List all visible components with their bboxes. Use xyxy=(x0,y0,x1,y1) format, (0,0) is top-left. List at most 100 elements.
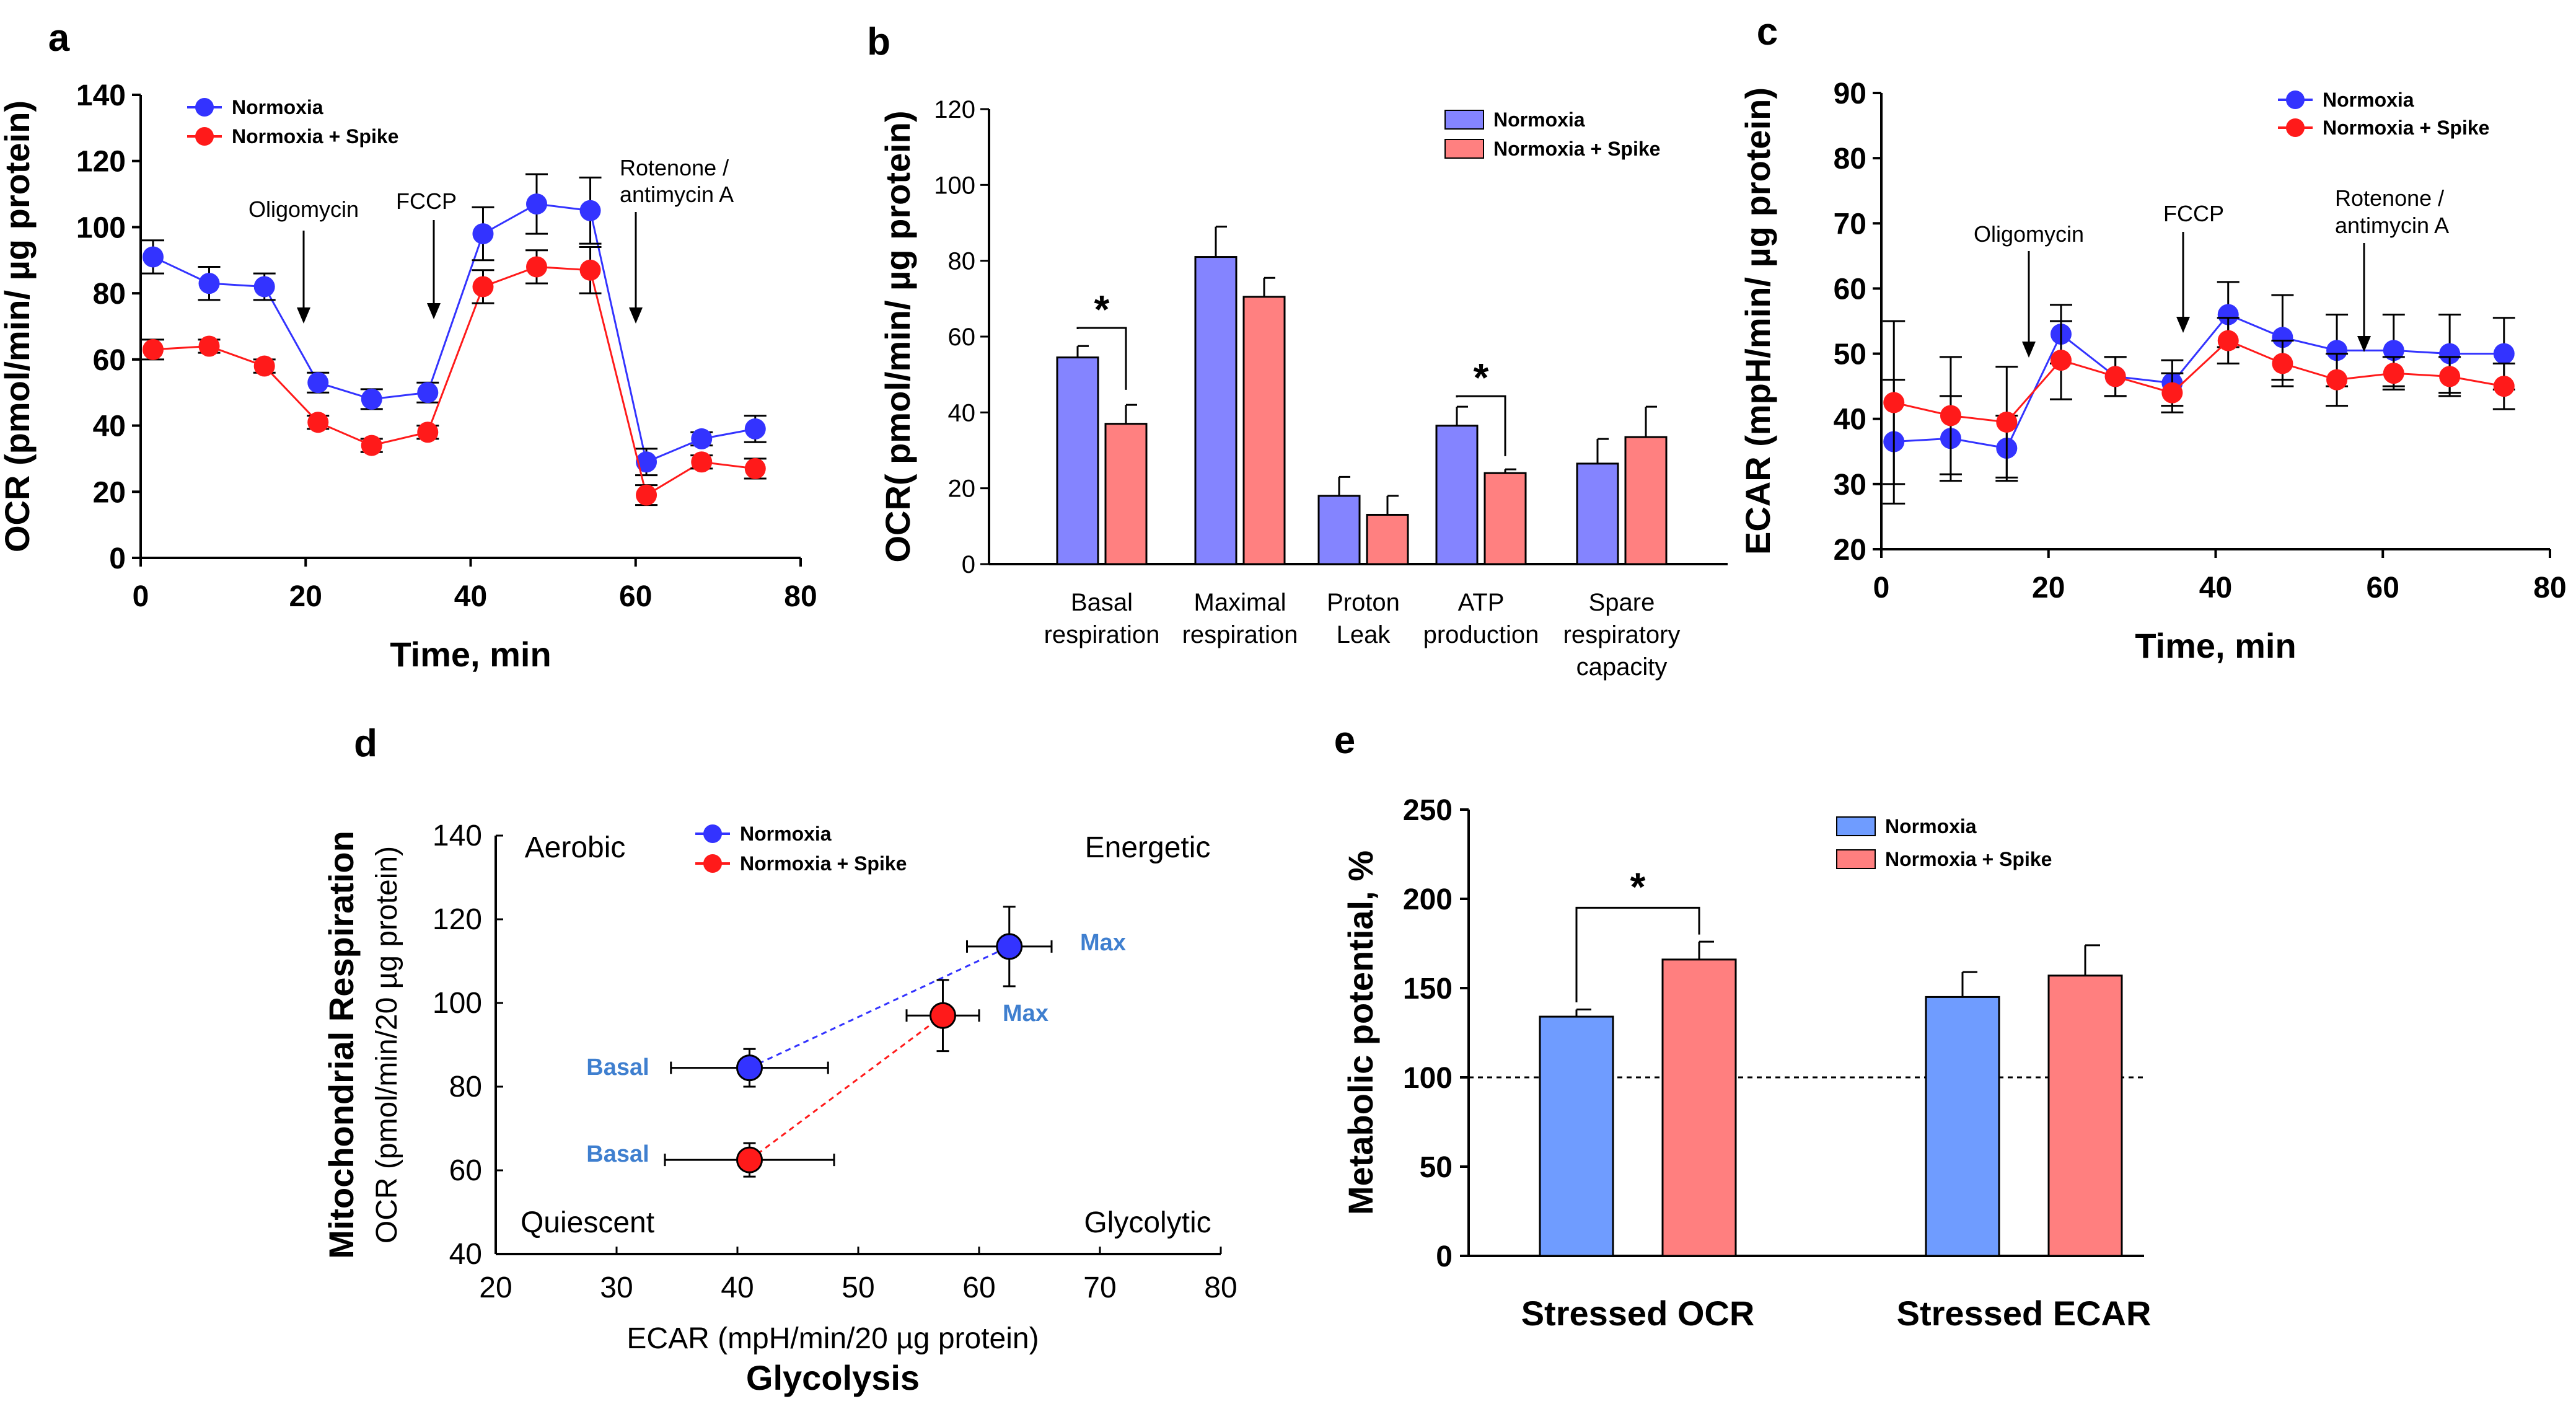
panel-letter: a xyxy=(48,17,70,60)
panel-letter: e xyxy=(1334,719,1355,762)
category-label: Stressed ECAR xyxy=(1897,1294,2152,1333)
y-tick-label: 80 xyxy=(1834,143,1866,175)
y-tick-label: 200 xyxy=(1403,883,1453,916)
y-axis-title: OCR( pmol/min/ µg protein) xyxy=(878,110,917,562)
data-point xyxy=(636,484,657,506)
panel-d: d 20 30 40 50 60 70 80 40 60 80 100 120 140 ECAR (mpH/… xyxy=(322,722,1237,1397)
bar xyxy=(1624,436,1668,565)
data-point xyxy=(142,246,164,268)
y-tick-label: 60 xyxy=(1834,273,1866,306)
x-tick-label: 0 xyxy=(1873,572,1890,604)
data-point xyxy=(2217,304,2239,325)
arrow-fccp-head xyxy=(427,303,441,319)
x-tick-label: 40 xyxy=(2199,572,2232,604)
y-tick-label: 40 xyxy=(948,399,976,426)
y-tick-label: 100 xyxy=(76,211,126,244)
category-label: Proton xyxy=(1327,589,1400,616)
legend-marker xyxy=(2286,118,2305,137)
legend-marker xyxy=(195,127,214,146)
data-point xyxy=(1883,392,1905,413)
series-line xyxy=(1893,339,2505,423)
category-label: Maximal xyxy=(1194,589,1286,616)
arrow-oligomycin-head xyxy=(2022,342,2036,358)
legend-marker xyxy=(195,98,214,117)
data-point xyxy=(736,1146,763,1173)
x-tick-label: 80 xyxy=(1204,1271,1237,1304)
data-point xyxy=(2161,382,2183,404)
x-tick-label: 50 xyxy=(842,1271,874,1304)
data-point xyxy=(579,259,601,281)
data-point xyxy=(736,1054,763,1082)
y-tick-label: 140 xyxy=(433,819,482,852)
data-point xyxy=(2326,369,2348,391)
annotation-oligomycin: Oligomycin xyxy=(1974,221,2084,247)
bar xyxy=(1539,1015,1614,1257)
data-point xyxy=(1940,405,1961,426)
arrow-oligomycin-head xyxy=(297,307,310,324)
data-point xyxy=(472,223,494,245)
legend-marker xyxy=(703,824,722,843)
bar xyxy=(1484,472,1527,565)
bar xyxy=(1194,256,1237,565)
data-point xyxy=(2050,350,2072,371)
significance-bracket xyxy=(1456,395,1506,456)
y-tick-label: 50 xyxy=(1834,338,1866,371)
x-tick-label: 40 xyxy=(721,1271,754,1304)
y-tick-label: 60 xyxy=(449,1154,482,1187)
y-tick-label: 40 xyxy=(93,410,126,443)
y-tick-label: 20 xyxy=(948,475,976,503)
y-tick-label: 0 xyxy=(962,551,975,578)
category-label: Stressed OCR xyxy=(1521,1294,1755,1333)
annotation-antimycin: antimycin A xyxy=(2335,213,2449,238)
y-tick-label: 140 xyxy=(76,79,126,112)
category-label: Spare xyxy=(1589,589,1655,616)
x-tick-label: 80 xyxy=(2533,572,2566,604)
legend-marker xyxy=(703,854,722,873)
x-tick-label: 60 xyxy=(2367,572,2399,604)
bar xyxy=(1576,462,1619,565)
series-line xyxy=(152,265,755,497)
data-point xyxy=(253,276,275,298)
legend-label: Normoxia xyxy=(1493,108,1585,131)
data-point xyxy=(2383,340,2404,361)
category-label: capacity xyxy=(1576,653,1668,681)
category-label: respiration xyxy=(1044,621,1160,648)
data-point xyxy=(691,451,713,473)
annotation-rotenone: Rotenone / xyxy=(620,155,729,180)
data-point xyxy=(2217,330,2239,351)
x-tick-label: 60 xyxy=(619,580,652,613)
y-axis-title: Metabolic potential, % xyxy=(1341,850,1380,1215)
x-tick-label: 0 xyxy=(133,580,149,613)
y-axis-title: ECAR (mpH/min/ µg protein) xyxy=(1738,87,1777,555)
x-tick-label: 20 xyxy=(2032,572,2065,604)
bar xyxy=(1317,495,1361,565)
data-point xyxy=(307,412,329,433)
legend-label: Normoxia xyxy=(740,823,832,845)
bar xyxy=(1056,356,1099,565)
legend-label: Normoxia + Spike xyxy=(740,852,907,875)
data-point xyxy=(2383,363,2404,384)
data-point xyxy=(2439,366,2461,387)
bar xyxy=(1925,996,2000,1257)
series-line xyxy=(152,203,756,464)
data-point xyxy=(2104,366,2126,387)
legend-swatch xyxy=(1836,849,1876,869)
bar xyxy=(1366,513,1409,565)
x-axis-subtitle: Glycolysis xyxy=(746,1358,920,1397)
category-label: Basal xyxy=(1071,589,1133,616)
category-label: respiratory xyxy=(1563,621,1681,648)
annotation-fccp: FCCP xyxy=(396,188,457,214)
y-axis-subtitle: Mitochondrial Respiration xyxy=(322,831,361,1259)
legend-label: Normoxia + Spike xyxy=(2323,117,2489,139)
y-tick-label: 250 xyxy=(1403,794,1453,827)
series-connector xyxy=(749,1015,944,1161)
x-axis-title: Time, min xyxy=(2135,626,2296,665)
data-point xyxy=(636,451,657,473)
legend-swatch xyxy=(1444,110,1484,130)
data-point xyxy=(2272,327,2293,348)
data-point xyxy=(744,457,766,479)
data-point xyxy=(142,338,164,360)
annotation-antimycin: antimycin A xyxy=(620,182,734,207)
